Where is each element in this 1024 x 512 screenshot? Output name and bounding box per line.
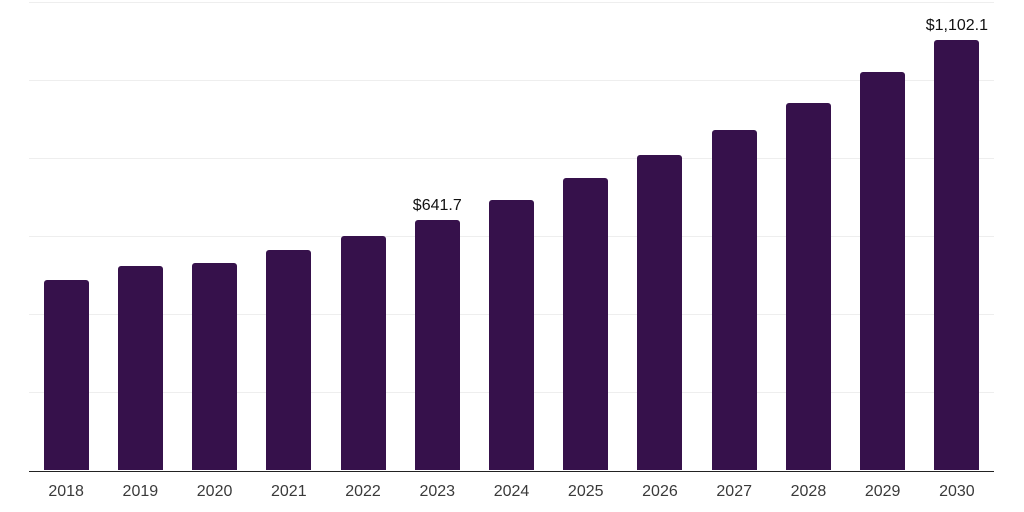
- x-axis-line: [29, 470, 994, 472]
- gridline-800: [29, 157, 994, 159]
- data-label-2030: $1,102.1: [925, 16, 989, 34]
- x-axis-label-2022: 2022: [345, 483, 381, 500]
- x-axis-label-2021: 2021: [271, 483, 307, 500]
- bar-2019[interactable]: [117, 266, 163, 471]
- bar-2020[interactable]: [192, 263, 238, 471]
- bar-2018[interactable]: [43, 280, 89, 471]
- x-axis-label-2029: 2029: [864, 483, 901, 500]
- bar-2021[interactable]: [266, 250, 312, 471]
- x-axis-label-2018: 2018: [48, 483, 84, 500]
- bar-2025[interactable]: [563, 177, 609, 471]
- x-axis-label-2023: 2023: [419, 483, 456, 500]
- x-axis-label-2030: 2030: [939, 483, 975, 500]
- x-axis-label-2028: 2028: [790, 483, 827, 500]
- bar-2024[interactable]: [489, 199, 534, 471]
- bar-2026[interactable]: [637, 155, 683, 471]
- bar-2028[interactable]: [785, 103, 831, 471]
- gridline-1000: [29, 79, 994, 81]
- x-axis-label-2027: 2027: [716, 483, 752, 500]
- gridline-1200: [29, 1, 994, 3]
- x-axis-label-2020: 2020: [196, 483, 233, 500]
- bar-2030[interactable]: [934, 39, 980, 471]
- bar-2022[interactable]: [340, 236, 386, 471]
- bar-2027[interactable]: [711, 130, 757, 471]
- x-axis-label-2019: 2019: [122, 483, 159, 500]
- bar-2023[interactable]: [414, 219, 460, 471]
- x-axis-label-2025: 2025: [567, 483, 604, 500]
- data-label-2023: $641.7: [412, 196, 462, 214]
- x-axis-label-2026: 2026: [642, 483, 678, 500]
- bar-2029[interactable]: [860, 71, 906, 471]
- x-axis-label-2024: 2024: [493, 483, 530, 500]
